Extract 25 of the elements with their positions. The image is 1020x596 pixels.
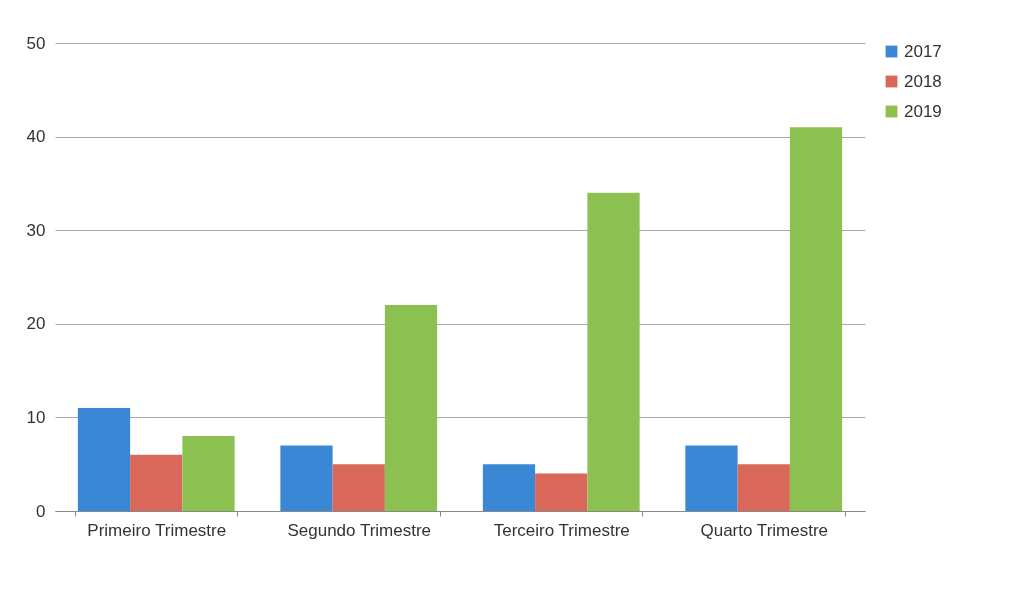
- y-tick-label: 0: [36, 501, 46, 521]
- bar: [685, 445, 738, 511]
- bar: [280, 445, 333, 511]
- bar: [384, 305, 438, 511]
- bar: [737, 464, 790, 511]
- bar: [587, 192, 640, 511]
- y-tick-label: 10: [26, 407, 46, 427]
- y-tick-label: 20: [26, 314, 46, 334]
- x-tick-label: Quarto Trimestre: [700, 520, 829, 540]
- x-tick-label: Terceiro Trimestre: [493, 520, 630, 540]
- bar: [182, 436, 235, 511]
- bar: [77, 408, 131, 511]
- y-tick-label: 40: [26, 127, 46, 147]
- bar: [332, 464, 385, 511]
- bar: [535, 473, 588, 511]
- bar: [482, 464, 536, 511]
- x-tick-label: Segundo Trimestre: [287, 520, 432, 540]
- y-tick-label: 50: [26, 33, 46, 53]
- bar: [130, 454, 183, 511]
- legend-label: 2018: [904, 71, 942, 91]
- legend-label: 2017: [904, 41, 942, 61]
- legend-label: 2019: [904, 101, 942, 121]
- bar: [789, 127, 843, 511]
- y-tick-label: 30: [26, 220, 46, 240]
- x-tick-label: Primeiro Trimestre: [87, 520, 227, 540]
